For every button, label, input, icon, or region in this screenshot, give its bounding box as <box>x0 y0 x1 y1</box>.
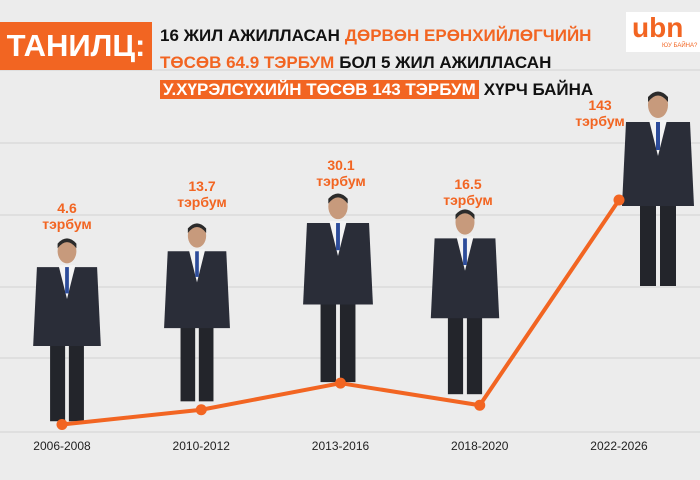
value-label: 13.7 тэрбум <box>177 178 227 210</box>
figure-part <box>648 91 668 102</box>
figure-part <box>336 223 340 251</box>
headline-segment: БОЛ 5 ЖИЛ АЖИЛЛАСАН <box>339 53 552 72</box>
data-point <box>335 377 346 389</box>
logo-sub: ЮУ БАЙНА? <box>662 43 698 49</box>
person-figure <box>33 238 101 422</box>
headline-segment: 16 ЖИЛ АЖИЛЛАСАН <box>160 26 340 45</box>
figure-part <box>648 92 668 118</box>
figure-part <box>57 238 77 249</box>
data-point <box>195 404 207 416</box>
figure-part <box>455 209 475 235</box>
data-point <box>613 194 625 206</box>
headline-segment: ХҮРЧ БАЙНА <box>483 80 594 99</box>
figure-part <box>455 209 475 220</box>
figure-part <box>656 122 660 150</box>
figure-part <box>466 306 483 395</box>
figure-part <box>320 292 337 383</box>
figure-part <box>187 223 207 248</box>
figure-part <box>65 267 69 294</box>
figure-part <box>463 238 467 265</box>
figure-part <box>640 194 656 286</box>
value-label: 4.6 тэрбум <box>42 200 92 232</box>
x-tick-label: 2018-2020 <box>451 439 509 453</box>
person-figure <box>430 209 500 395</box>
figure-part <box>164 251 230 329</box>
headline: 16 ЖИЛ АЖИЛЛАСАН ДӨРВӨН ЕРӨНХИЙЛӨГЧИЙН ТӨС… <box>160 22 598 103</box>
value-label: 30.1 тэрбум <box>316 157 366 189</box>
figure-part <box>660 194 676 286</box>
figure-part <box>195 251 199 277</box>
figure-part <box>303 223 373 305</box>
headline-line: ТӨСӨВ 64.9 ТЭРБУМ БОЛ 5 ЖИЛ АЖИЛЛАСАН <box>160 49 598 76</box>
figure-part <box>57 238 77 264</box>
figure-part <box>187 223 207 233</box>
logo: ubn ЮУ БАЙНА? <box>626 12 700 52</box>
data-point <box>56 419 68 431</box>
figure-part <box>622 122 694 206</box>
value-label: 16.5 тэрбум <box>443 176 493 208</box>
badge: ТАНИЛЦ: <box>0 22 152 70</box>
data-point <box>474 399 486 411</box>
figure-part <box>198 317 214 402</box>
figure-part <box>33 267 101 347</box>
figure-part <box>430 238 500 319</box>
headline-segment: ДӨРВӨН ЕРӨНХИЙЛӨГЧИЙН <box>344 26 592 45</box>
x-tick-label: 2006-2008 <box>33 439 91 453</box>
person-figure <box>164 223 230 402</box>
figure-part <box>50 334 66 422</box>
headline-segment: У.ХҮРЭЛСҮХИЙН ТӨСӨВ 143 ТЭРБУМ <box>160 80 479 99</box>
x-tick-label: 2010-2012 <box>173 439 231 453</box>
figure-part <box>68 334 84 422</box>
headline-line: У.ХҮРЭЛСҮХИЙН ТӨСӨВ 143 ТЭРБУМ ХҮРЧ БАЙНА <box>160 76 598 103</box>
headline-line: 16 ЖИЛ АЖИЛЛАСАН ДӨРВӨН ЕРӨНХИЙЛӨГЧИЙН <box>160 22 598 49</box>
person-figure <box>622 91 694 286</box>
person-figure <box>303 193 373 383</box>
figure-part <box>339 292 356 383</box>
value-label: 143 тэрбум <box>575 97 625 129</box>
logo-mark: ubn <box>632 12 684 43</box>
figure-part <box>328 193 348 220</box>
figure-part <box>328 193 348 204</box>
x-tick-label: 2013-2016 <box>312 439 370 453</box>
headline-segment: ТӨСӨВ 64.9 ТЭРБУМ <box>160 53 335 72</box>
x-tick-label: 2022-2026 <box>590 439 648 453</box>
figure-part <box>180 317 196 402</box>
figure-part <box>447 306 464 395</box>
